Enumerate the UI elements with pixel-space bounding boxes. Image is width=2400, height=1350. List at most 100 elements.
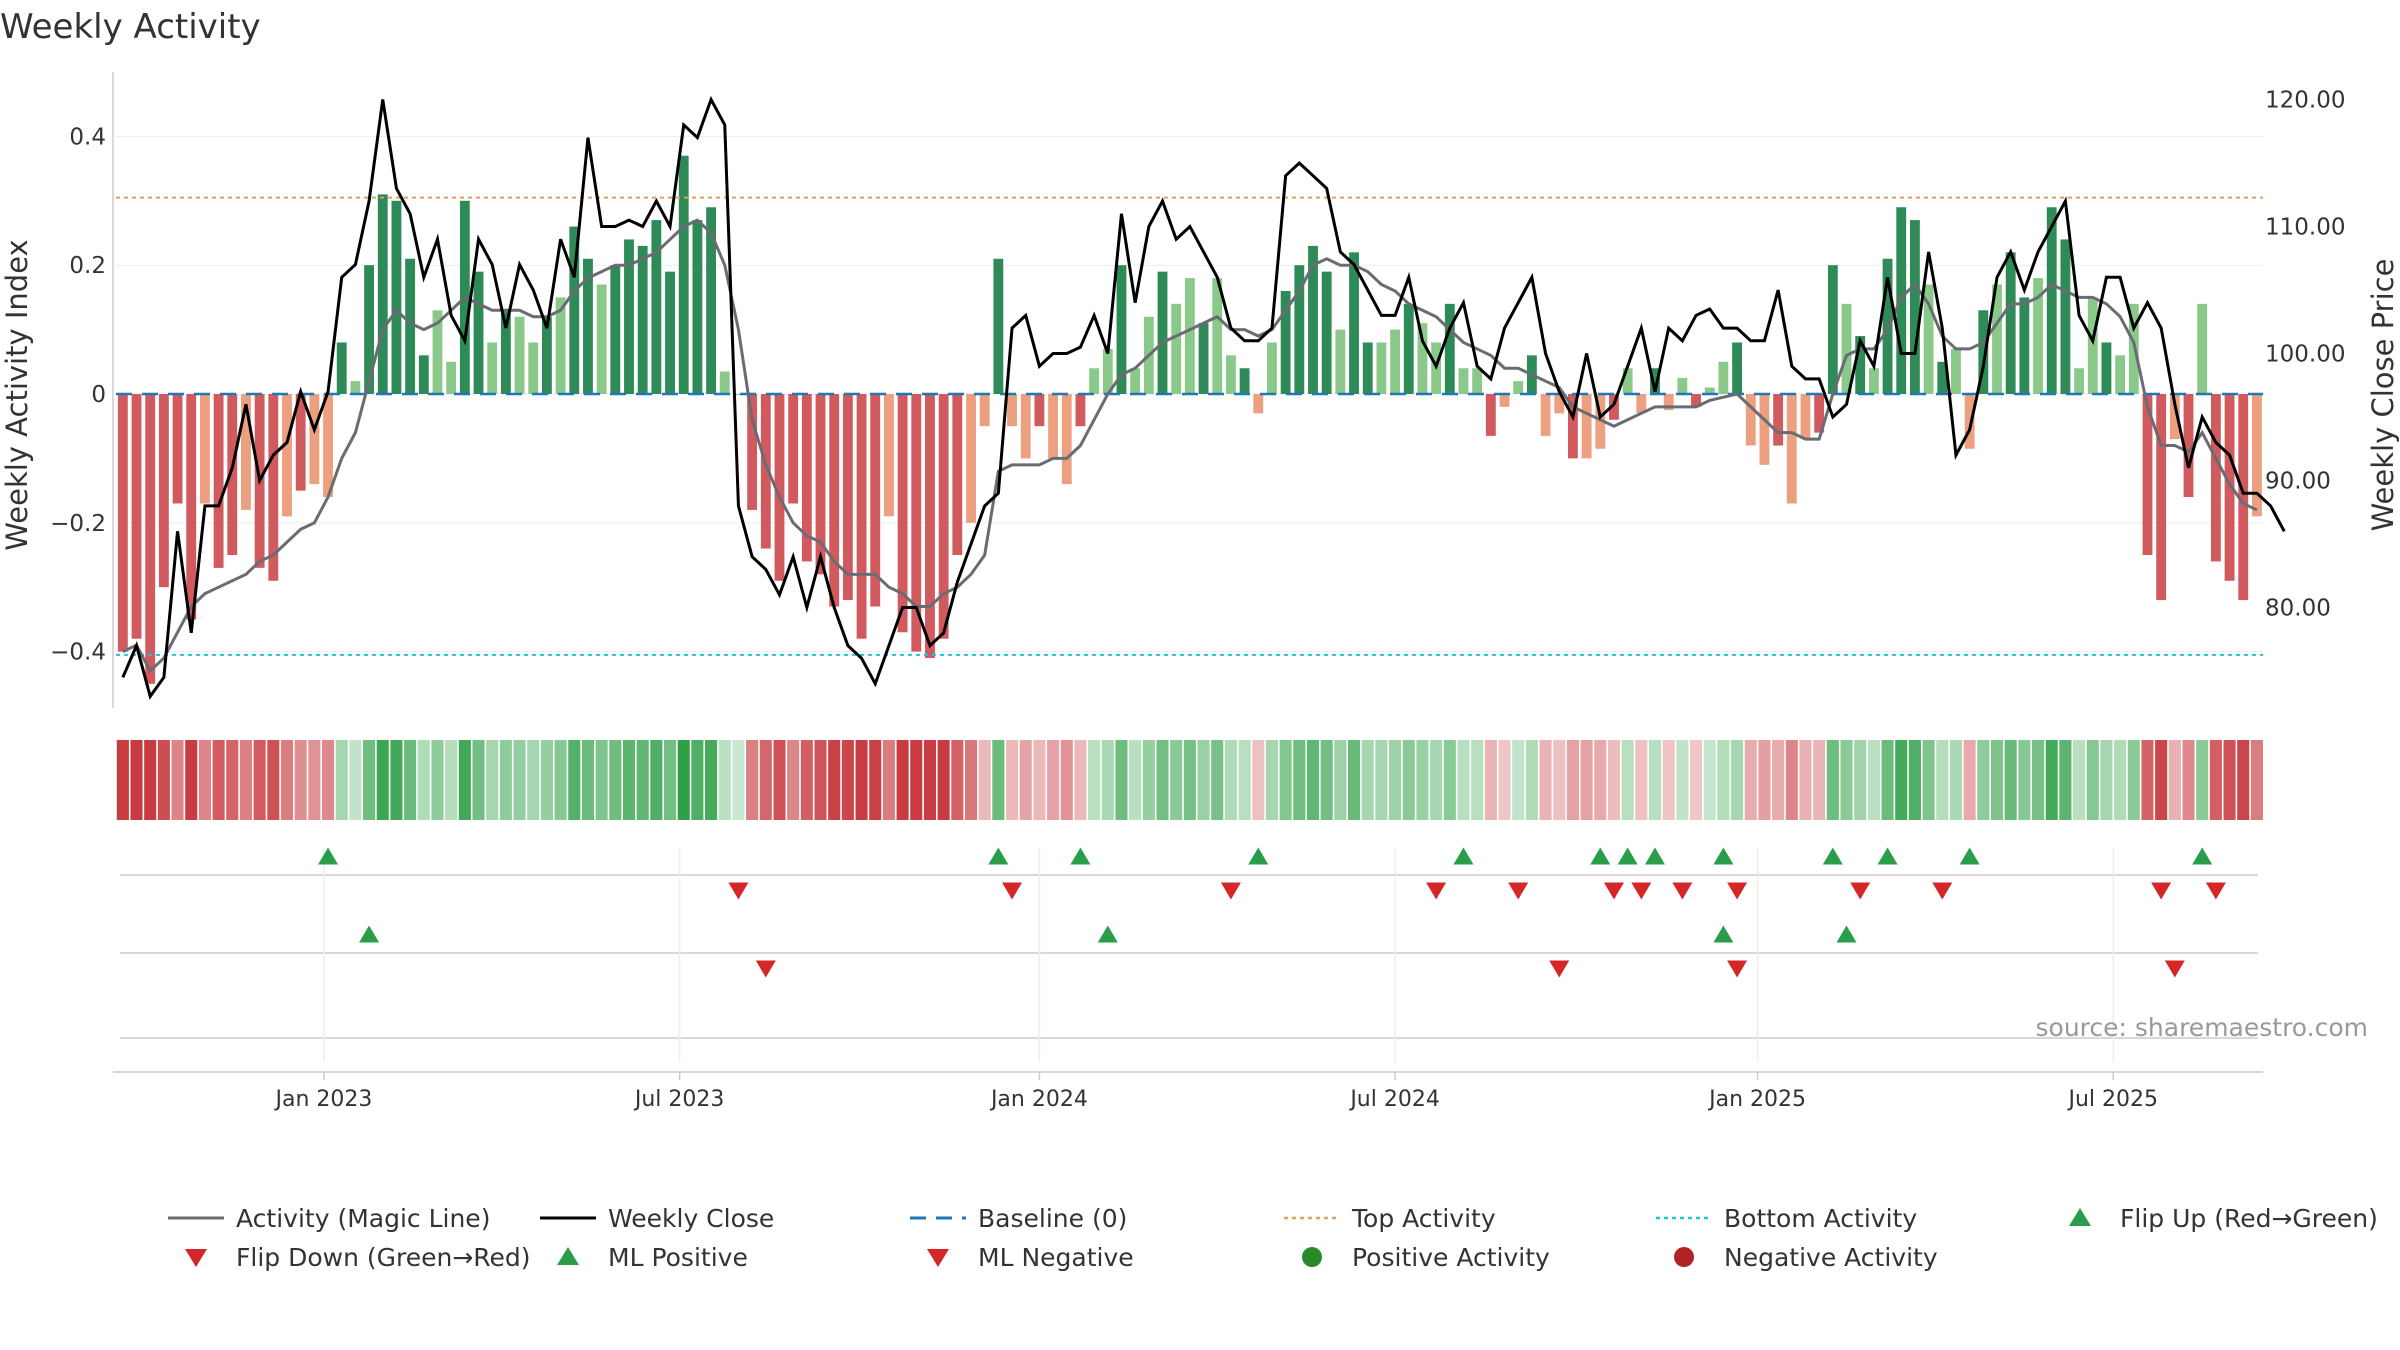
heat-cell xyxy=(1484,740,1497,820)
heat-cell xyxy=(1512,740,1525,820)
activity-bar xyxy=(1540,394,1551,436)
activity-bar xyxy=(1499,394,1510,407)
activity-bar xyxy=(1102,348,1113,394)
heat-cell xyxy=(718,740,731,820)
heat-cell xyxy=(609,740,622,820)
y-tick-label: 0.4 xyxy=(69,124,106,150)
heat-cell xyxy=(2141,740,2154,820)
activity-bar xyxy=(1212,278,1223,394)
heat-cell xyxy=(1430,740,1443,820)
heat-cell xyxy=(2237,740,2250,820)
activity-bar xyxy=(1253,394,1264,414)
y-tick-label-right: 100.00 xyxy=(2265,342,2345,368)
activity-bar xyxy=(815,394,826,575)
heat-cell xyxy=(472,740,485,820)
heat-cell xyxy=(1525,740,1538,820)
activity-bar xyxy=(1034,394,1045,427)
heat-cell xyxy=(787,740,800,820)
legend-label: Bottom Activity xyxy=(1724,1204,1917,1233)
heat-cell xyxy=(622,740,636,820)
heat-cell xyxy=(1238,740,1251,820)
activity-bar xyxy=(665,271,675,394)
activity-bar xyxy=(1239,368,1250,394)
heat-cell xyxy=(1265,740,1278,820)
heat-cell xyxy=(677,740,690,820)
heat-cell xyxy=(1936,740,1949,820)
heat-cell xyxy=(1881,740,1894,820)
heat-cell xyxy=(2018,740,2031,820)
activity-bar xyxy=(637,245,648,394)
x-tick-label: Jan 2024 xyxy=(989,1087,1088,1112)
activity-bar xyxy=(1130,368,1141,394)
heat-cell xyxy=(1690,740,1703,820)
heat-cell xyxy=(978,740,991,820)
activity-bar xyxy=(555,297,566,394)
heat-cell xyxy=(1908,740,1921,820)
y-tick-label-right: 90.00 xyxy=(2265,469,2331,495)
flip-up-marker xyxy=(1070,847,1091,865)
flip-up-marker xyxy=(1617,847,1638,865)
activity-bar xyxy=(1048,394,1059,459)
heat-cell xyxy=(1457,740,1470,820)
heat-cell xyxy=(417,740,430,820)
heat-cell xyxy=(1006,740,1019,820)
activity-bar xyxy=(2142,394,2153,555)
heat-cell xyxy=(595,740,608,820)
heat-cell xyxy=(1785,740,1798,820)
activity-bar xyxy=(706,207,717,394)
activity-bar xyxy=(309,394,320,485)
heat-cell xyxy=(1703,740,1716,820)
heat-cell xyxy=(1252,740,1265,820)
activity-bar xyxy=(925,394,935,659)
heat-cell xyxy=(171,740,184,820)
heat-cell xyxy=(2250,740,2263,820)
activity-bar xyxy=(2005,252,2016,394)
y-tick-label: −0.2 xyxy=(50,511,106,537)
heat-cell xyxy=(1594,740,1607,820)
heat-cell xyxy=(1047,740,1060,820)
heat-cell xyxy=(1498,740,1511,820)
activity-bar xyxy=(1691,394,1701,407)
flip-up-marker xyxy=(1453,847,1474,865)
heat-cell xyxy=(1211,740,1224,820)
flip-up-marker xyxy=(1822,847,1843,865)
activity-bar xyxy=(1198,323,1209,394)
activity-bar xyxy=(1157,271,1168,394)
heat-cell xyxy=(841,740,854,820)
activity-bar xyxy=(1335,329,1346,394)
activity-bar xyxy=(1650,368,1660,394)
heat-cell xyxy=(1443,740,1456,820)
heat-cell xyxy=(2196,740,2209,820)
legend-item: Flip Down (Green→Red) xyxy=(185,1243,531,1272)
activity-bar xyxy=(856,394,867,639)
activity-bar xyxy=(473,271,484,394)
heat-cell xyxy=(992,740,1005,820)
activity-bar xyxy=(131,394,142,639)
activity-bar xyxy=(528,342,539,394)
heat-cell xyxy=(2045,740,2058,820)
ml-positive-marker xyxy=(1836,925,1857,943)
activity-bar xyxy=(952,394,963,555)
magic-line xyxy=(122,218,2258,674)
flip-up-marker xyxy=(1590,847,1611,865)
heat-cell xyxy=(2032,740,2045,820)
activity-bar xyxy=(1472,368,1483,394)
activity-bar xyxy=(1759,394,1770,465)
activity-bar xyxy=(1567,394,1578,459)
flip-down-marker xyxy=(2151,882,2172,900)
heat-cell xyxy=(1553,740,1566,820)
heat-cell xyxy=(1963,740,1976,820)
legend-item: Negative Activity xyxy=(1674,1243,1938,1272)
activity-bar xyxy=(172,394,183,504)
activity-bar xyxy=(1909,220,1920,394)
activity-bar xyxy=(1116,265,1127,394)
y-tick-label: 0.2 xyxy=(69,253,106,279)
heat-cell xyxy=(1389,740,1402,820)
activity-bar xyxy=(1786,394,1797,504)
activity-bar xyxy=(651,220,662,394)
activity-bar xyxy=(1294,265,1305,394)
heat-cell xyxy=(513,740,526,820)
activity-bar xyxy=(1458,368,1469,394)
activity-bar xyxy=(1267,342,1277,394)
